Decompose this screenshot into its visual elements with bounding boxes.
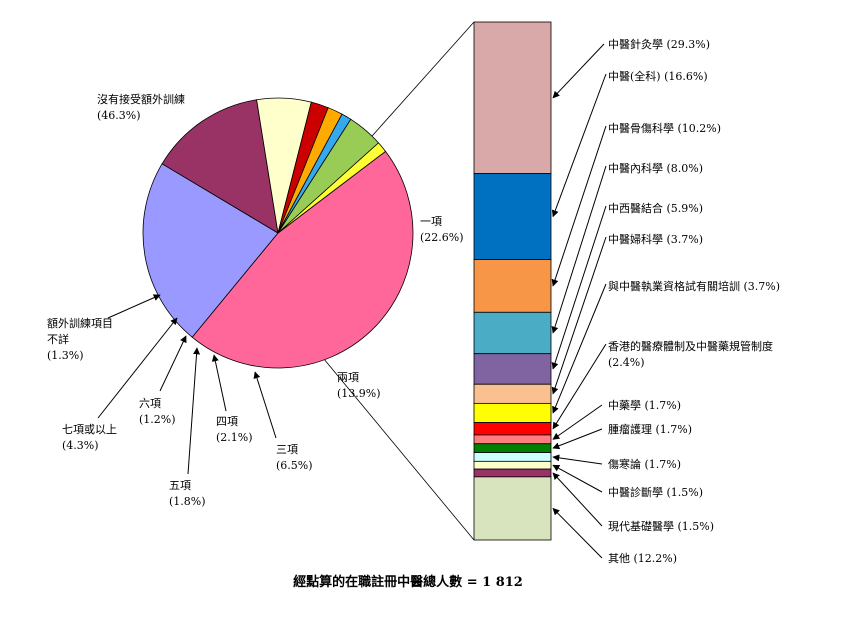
bar-label-香港的醫療體制及中醫藥規管制度: 香港的醫療體制及中醫藥規管制度(2.4%)	[608, 339, 773, 369]
bar-label-傷寒論: 傷寒論 (1.7%)	[608, 457, 681, 471]
bar-segment-傷寒論	[474, 453, 551, 462]
pie-label-一項: 一項(22.6%)	[420, 215, 464, 244]
bar-arrow-腫瘤護理	[553, 429, 602, 448]
pie-label-六項: 六項(1.2%)	[139, 397, 176, 426]
pie-label-四項: 四項(2.1%)	[216, 415, 253, 444]
pie-arrow-額外訓練項目不詳	[108, 295, 160, 318]
bar-label-與中醫執業資格試有關培訓: 與中醫執業資格試有關培訓 (3.7%)	[608, 279, 780, 293]
bar-arrow-中醫針灸學	[553, 44, 604, 98]
pie-arrow-六項	[160, 336, 186, 391]
bar-arrow-傷寒論	[553, 457, 602, 464]
bar-label-其他: 其他 (12.2%)	[608, 552, 677, 565]
bar-label-現代基礎醫學: 現代基礎醫學 (1.5%)	[608, 520, 714, 533]
bar-label-中西醫結合: 中西醫結合 (5.9%)	[608, 201, 703, 215]
bar-arrow-其他	[553, 508, 602, 558]
pie-arrow-四項	[214, 355, 226, 411]
bar-label-中藥學: 中藥學 (1.7%)	[608, 399, 681, 412]
bar-segment-中醫針灸學	[474, 22, 551, 174]
bar-segment-中醫診斷學	[474, 461, 551, 469]
bar-arrow-香港的醫療體制及中醫藥規管制度	[553, 344, 606, 429]
bar-label-中醫診斷學: 中醫診斷學 (1.5%)	[608, 485, 703, 499]
bar-segment-其他	[474, 477, 551, 540]
bar-segment-中醫內科學	[474, 312, 551, 353]
bar-arrow-中醫內科學	[553, 166, 606, 333]
bar-segment-中西醫結合	[474, 354, 551, 385]
pie-arrow-七項或以上	[98, 318, 177, 418]
bar-segment-中醫婦科學	[474, 384, 551, 403]
bar-segment-中醫骨傷科學	[474, 260, 551, 313]
bar-segment-香港的醫療體制及中醫藥規管制度	[474, 423, 551, 435]
bar-arrow-中醫-全科-	[553, 74, 606, 217]
bar-label-中醫-全科-: 中醫(全科) (16.6%)	[608, 69, 708, 83]
bar-segment-中藥學	[474, 435, 551, 444]
bar-label-中醫婦科學: 中醫婦科學 (3.7%)	[608, 232, 703, 246]
pie-label-沒有接受額外訓練: 沒有接受額外訓練(46.3%)	[97, 92, 185, 122]
pie-label-三項: 三項(6.5%)	[276, 443, 313, 472]
pie-label-額外訓練項目不詳: 額外訓練項目不詳(1.3%)	[47, 316, 113, 362]
bar-label-中醫骨傷科學: 中醫骨傷科學 (10.2%)	[608, 121, 721, 135]
bar-label-腫瘤護理: 腫瘤護理 (1.7%)	[608, 422, 692, 436]
chart-footer: 經點算的在職註冊中醫總人數 = 1 812	[293, 574, 523, 590]
bar-label-中醫針灸學: 中醫針灸學 (29.3%)	[608, 37, 710, 51]
bar-segment-與中醫執業資格試有關培訓	[474, 403, 551, 422]
bar-arrow-與中醫執業資格試有關培訓	[553, 284, 606, 413]
pie-arrow-三項	[255, 372, 276, 438]
pie-arrow-五項	[188, 348, 197, 474]
bar-arrow-現代基礎醫學	[553, 473, 602, 526]
bar-arrow-中醫診斷學	[553, 465, 602, 492]
bar-arrow-中西醫結合	[553, 206, 606, 369]
bar-segment-腫瘤護理	[474, 444, 551, 453]
pie-label-七項或以上: 七項或以上(4.3%)	[62, 423, 117, 452]
bar-label-中醫內科學: 中醫內科學 (8.0%)	[608, 161, 703, 175]
pie-label-五項: 五項(1.8%)	[169, 479, 206, 508]
pie-label-兩項: 兩項(13.9%)	[337, 371, 381, 400]
bar-arrow-中藥學	[553, 405, 602, 439]
bar-segment-中醫-全科-	[474, 174, 551, 260]
bar-segment-現代基礎醫學	[474, 469, 551, 477]
